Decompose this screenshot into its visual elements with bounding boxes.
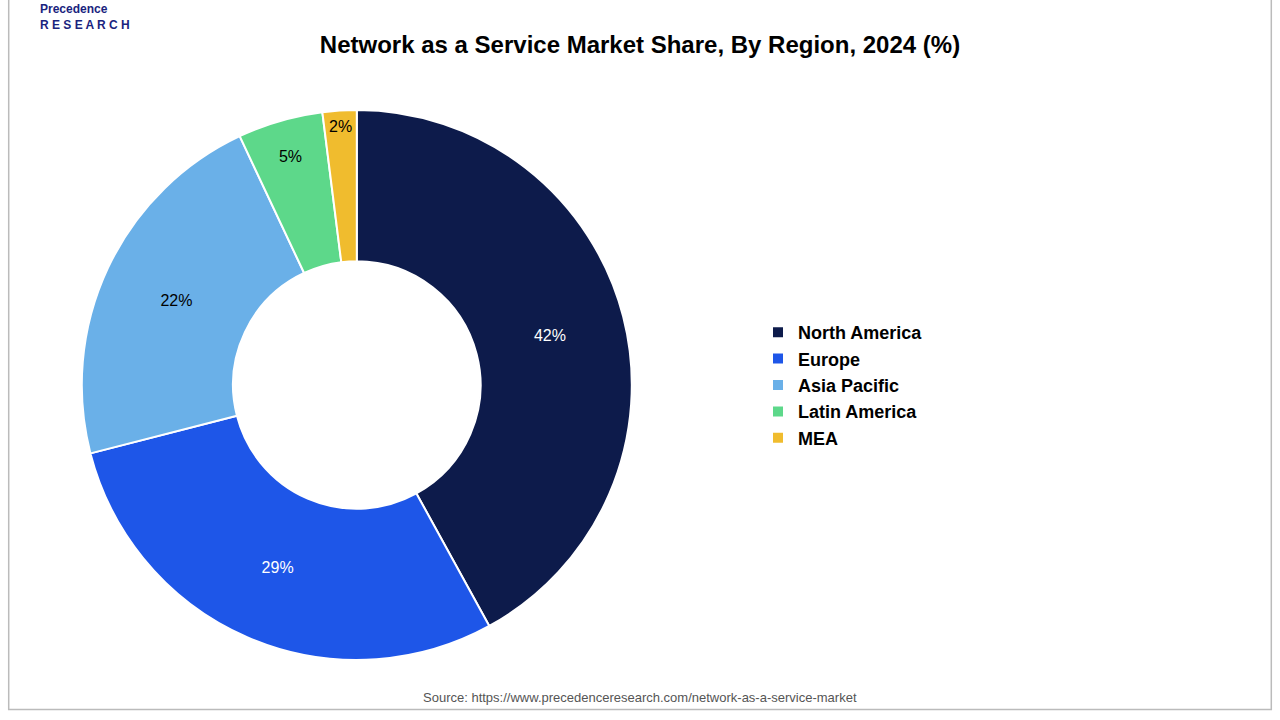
- svg-text:5%: 5%: [279, 148, 302, 165]
- svg-text:2%: 2%: [329, 118, 352, 135]
- svg-text:22%: 22%: [160, 292, 192, 309]
- svg-text:PrecedenceR E S E A R C H: PrecedenceR E S E A R C H: [40, 2, 130, 32]
- svg-text:Asia Pacific: Asia Pacific: [798, 376, 899, 396]
- svg-text:Source: https://www.precedence: Source: https://www.precedenceresearch.c…: [423, 690, 857, 705]
- svg-text:Europe: Europe: [798, 350, 860, 370]
- svg-text:North America: North America: [798, 323, 922, 343]
- svg-text:42%: 42%: [534, 327, 566, 344]
- svg-text:MEA: MEA: [798, 429, 838, 449]
- svg-text:Network as a Service Market Sh: Network as a Service Market Share, By Re…: [320, 31, 960, 58]
- svg-text:Latin America: Latin America: [798, 402, 917, 422]
- svg-text:29%: 29%: [262, 559, 294, 576]
